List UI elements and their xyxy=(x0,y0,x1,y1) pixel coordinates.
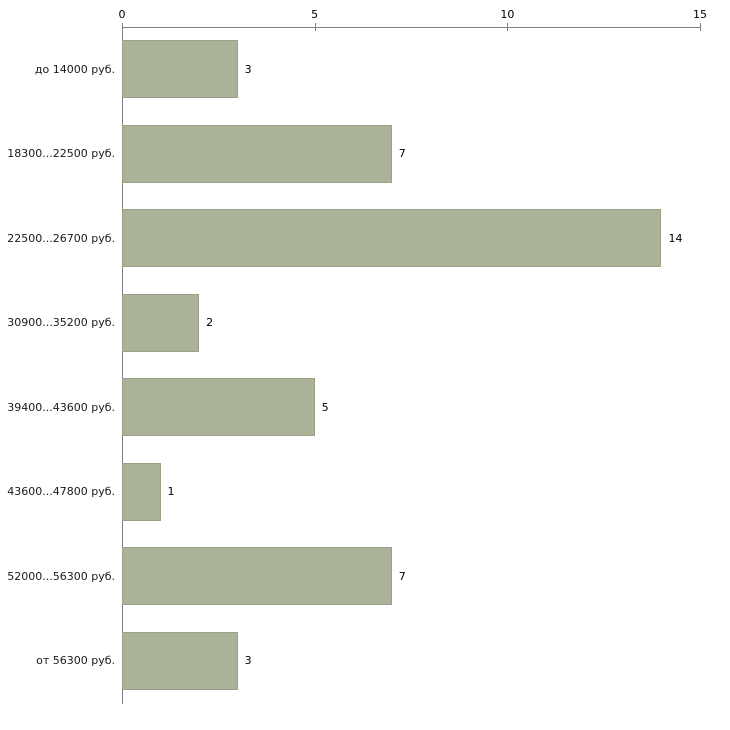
x-tick-label: 15 xyxy=(693,8,707,21)
chart-row: 18300...22500 руб. 7 xyxy=(0,112,730,197)
category-label: 39400...43600 руб. xyxy=(7,400,115,414)
x-tick-label: 0 xyxy=(118,8,126,21)
bar xyxy=(122,293,200,352)
chart-row: до 14000 руб. 3 xyxy=(0,27,730,112)
value-label: 3 xyxy=(244,654,252,668)
x-tick-label: 5 xyxy=(311,8,319,21)
bar-area: 1 xyxy=(122,462,700,521)
category-label: от 56300 руб. xyxy=(36,654,115,668)
value-label: 1 xyxy=(167,485,175,499)
category-label: 43600...47800 руб. xyxy=(7,485,115,499)
chart-row: 39400...43600 руб. 5 xyxy=(0,365,730,450)
bar xyxy=(122,124,392,183)
bar-area: 5 xyxy=(122,378,700,437)
bar-area: 3 xyxy=(122,631,700,690)
bar-rows: до 14000 руб. 3 18300...22500 руб. 7 22500..… xyxy=(0,27,730,703)
chart-row: 22500...26700 руб. 14 xyxy=(0,196,730,281)
bar xyxy=(122,209,662,268)
value-label: 14 xyxy=(668,231,683,245)
category-label: 18300...22500 руб. xyxy=(7,147,115,161)
bar xyxy=(122,378,315,437)
category-label: до 14000 руб. xyxy=(34,62,115,76)
bar xyxy=(122,462,161,521)
x-axis-line xyxy=(122,27,701,28)
chart-row: 43600...47800 руб. 1 xyxy=(0,450,730,535)
x-axis: 0 5 10 15 xyxy=(118,0,707,31)
bar xyxy=(122,631,238,690)
value-label: 3 xyxy=(244,62,252,76)
category-label: 22500...26700 руб. xyxy=(7,231,115,245)
category-label: 30900...35200 руб. xyxy=(7,316,115,330)
value-label: 7 xyxy=(398,147,406,161)
bar-area: 2 xyxy=(122,293,700,352)
y-axis-line xyxy=(122,27,123,704)
chart-row: 30900...35200 руб. 2 xyxy=(0,281,730,366)
chart-row: от 56300 руб. 3 xyxy=(0,619,730,704)
chart-row: 52000...56300 руб. 7 xyxy=(0,534,730,619)
bar xyxy=(122,40,238,99)
bar xyxy=(122,547,392,606)
x-tick-label: 10 xyxy=(500,8,515,21)
value-label: 2 xyxy=(206,316,214,330)
bar-area: 3 xyxy=(122,40,700,99)
value-label: 5 xyxy=(321,400,329,414)
bar-area: 7 xyxy=(122,124,700,183)
bar-area: 7 xyxy=(122,547,700,606)
category-label: 52000...56300 руб. xyxy=(7,569,115,583)
value-label: 7 xyxy=(398,569,406,583)
bar-area: 14 xyxy=(122,209,700,268)
